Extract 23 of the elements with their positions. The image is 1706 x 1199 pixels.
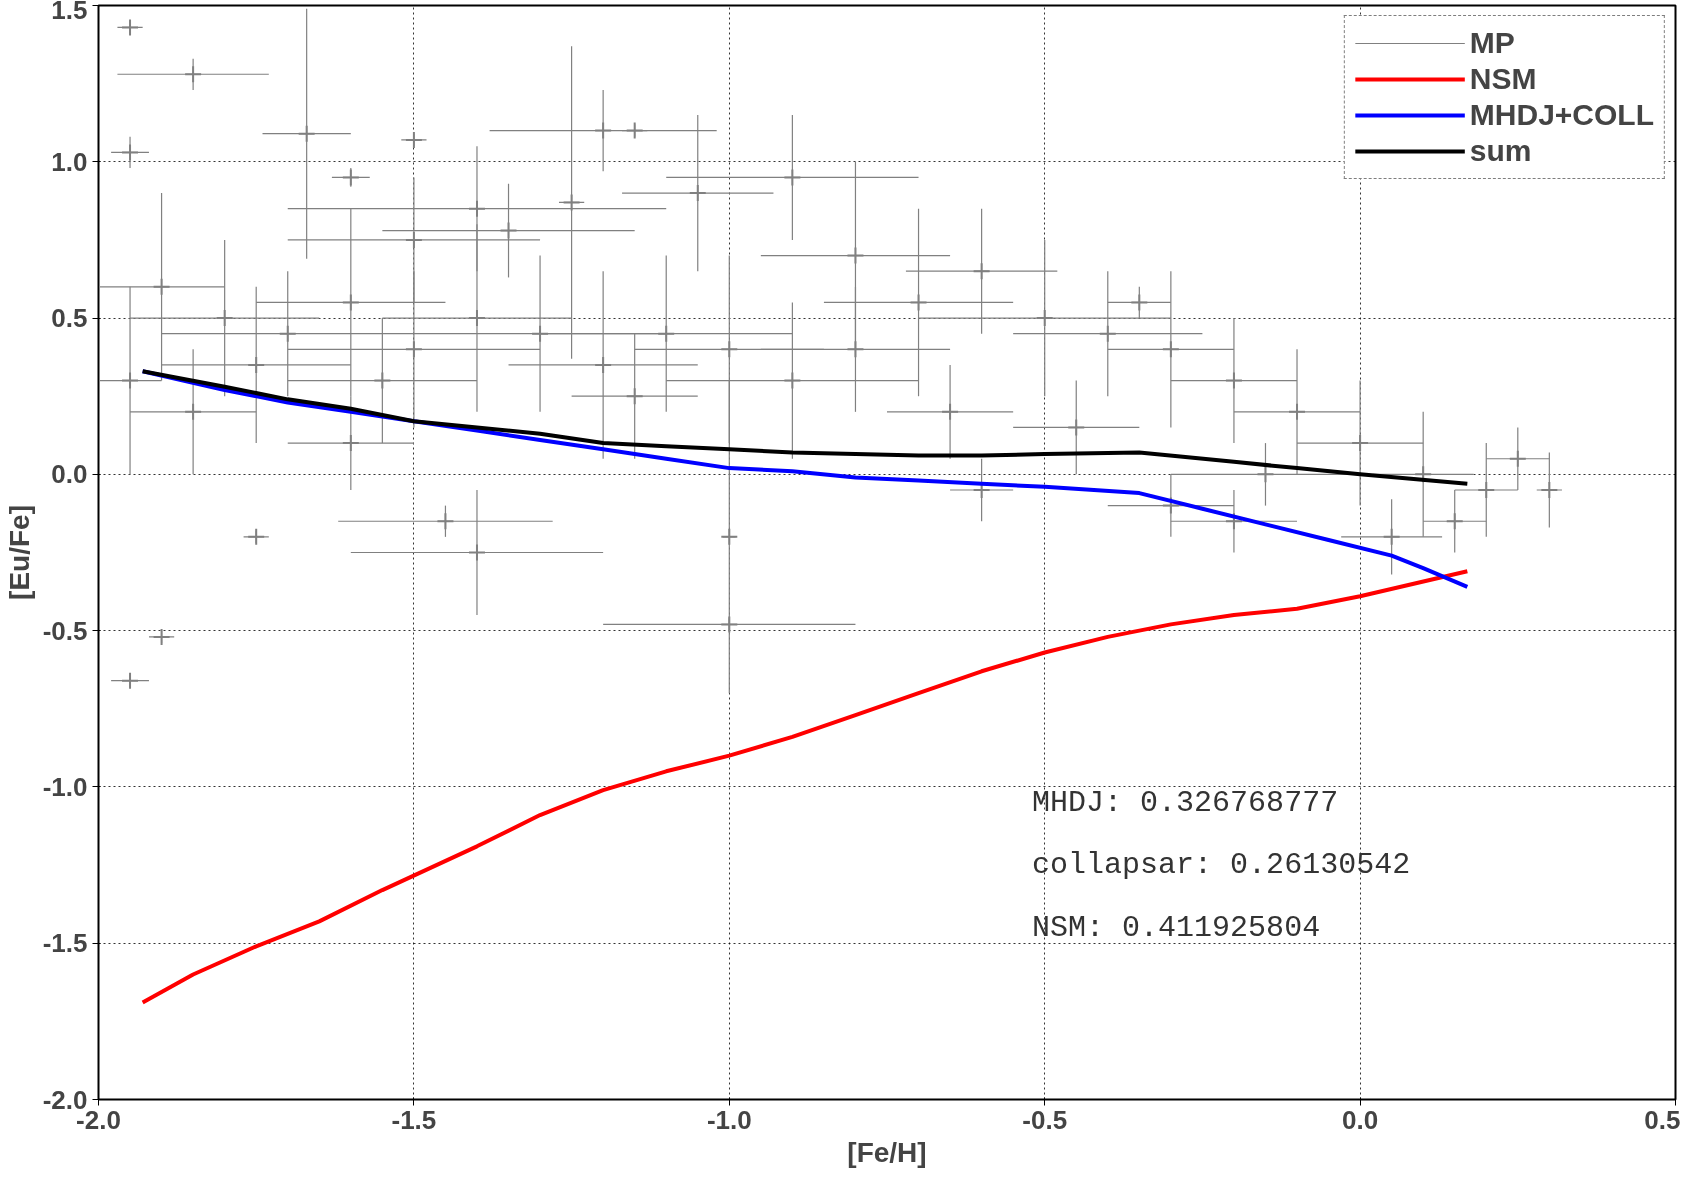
annotation: NSM: 0.411925804 [1032, 910, 1321, 945]
x-tick-label: -1.5 [391, 1104, 437, 1135]
line-series [140, 369, 1470, 486]
legend-label: sum [1469, 134, 1532, 168]
x-tick-label: 0.5 [1644, 1104, 1681, 1135]
x-tick-label: 0.0 [1342, 1104, 1379, 1135]
y-tick-label: 1.5 [51, 0, 88, 25]
legend-label: MHDJ+COLL [1469, 98, 1654, 132]
legend-label: MP [1469, 26, 1515, 60]
y-tick-label: -1.0 [42, 771, 88, 802]
x-tick-label: -1.0 [706, 1104, 752, 1135]
line-series [140, 569, 1470, 1005]
y-tick-label: 0.5 [51, 303, 88, 334]
y-tick-label: -1.5 [42, 928, 88, 959]
x-tick-label: -0.5 [1022, 1104, 1068, 1135]
y-tick-label: -0.5 [42, 615, 88, 646]
legend-label: NSM [1469, 62, 1537, 96]
y-axis-title: [Eu/Fe] [3, 505, 35, 600]
annotation: collapsar: 0.26130542 [1032, 848, 1411, 883]
annotation: MHDJ: 0.326768777 [1032, 785, 1339, 820]
y-tick-label: 0.0 [51, 459, 88, 490]
y-tick-label: 1.0 [51, 146, 88, 177]
x-axis-title: [Fe/H] [847, 1136, 927, 1168]
